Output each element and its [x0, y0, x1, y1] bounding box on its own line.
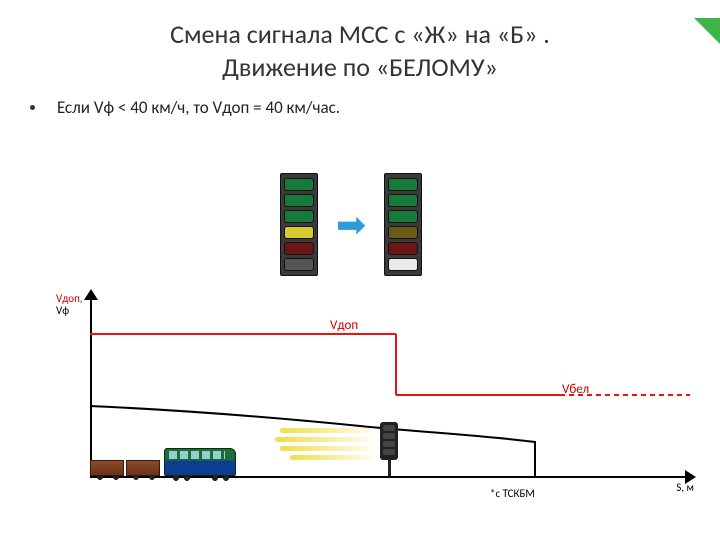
locomotive: [164, 448, 236, 476]
arrow-right-icon: ➡: [336, 207, 366, 243]
signal-panels: ➡: [280, 173, 422, 276]
trackside-signal: [370, 422, 410, 476]
bullet-text: Если Vф < 40 км/ч, то Vдоп = 40 км/час.: [57, 97, 340, 118]
wagon: [90, 460, 124, 476]
bullet-row: Если Vф < 40 км/ч, то Vдоп = 40 км/час.: [30, 97, 720, 118]
bullet-dot: [30, 105, 35, 110]
title-line-2: Движение по «БЕЛОМУ»: [222, 51, 498, 83]
page-title: Смена сигнала МСС с «Ж» на «Б» . Движени…: [0, 18, 720, 83]
signal-panel-left: [280, 173, 318, 276]
wagon: [126, 460, 160, 476]
corner-fold: [694, 18, 720, 44]
signal-head: [380, 422, 398, 460]
signal-panel-right: [384, 173, 422, 276]
title-line-1: Смена сигнала МСС с «Ж» на «Б» .: [170, 18, 550, 50]
graph-area: Vдоп, Vф Vдоп Vбел S, м *с ТСКБМ: [60, 298, 690, 508]
train: [90, 448, 236, 476]
